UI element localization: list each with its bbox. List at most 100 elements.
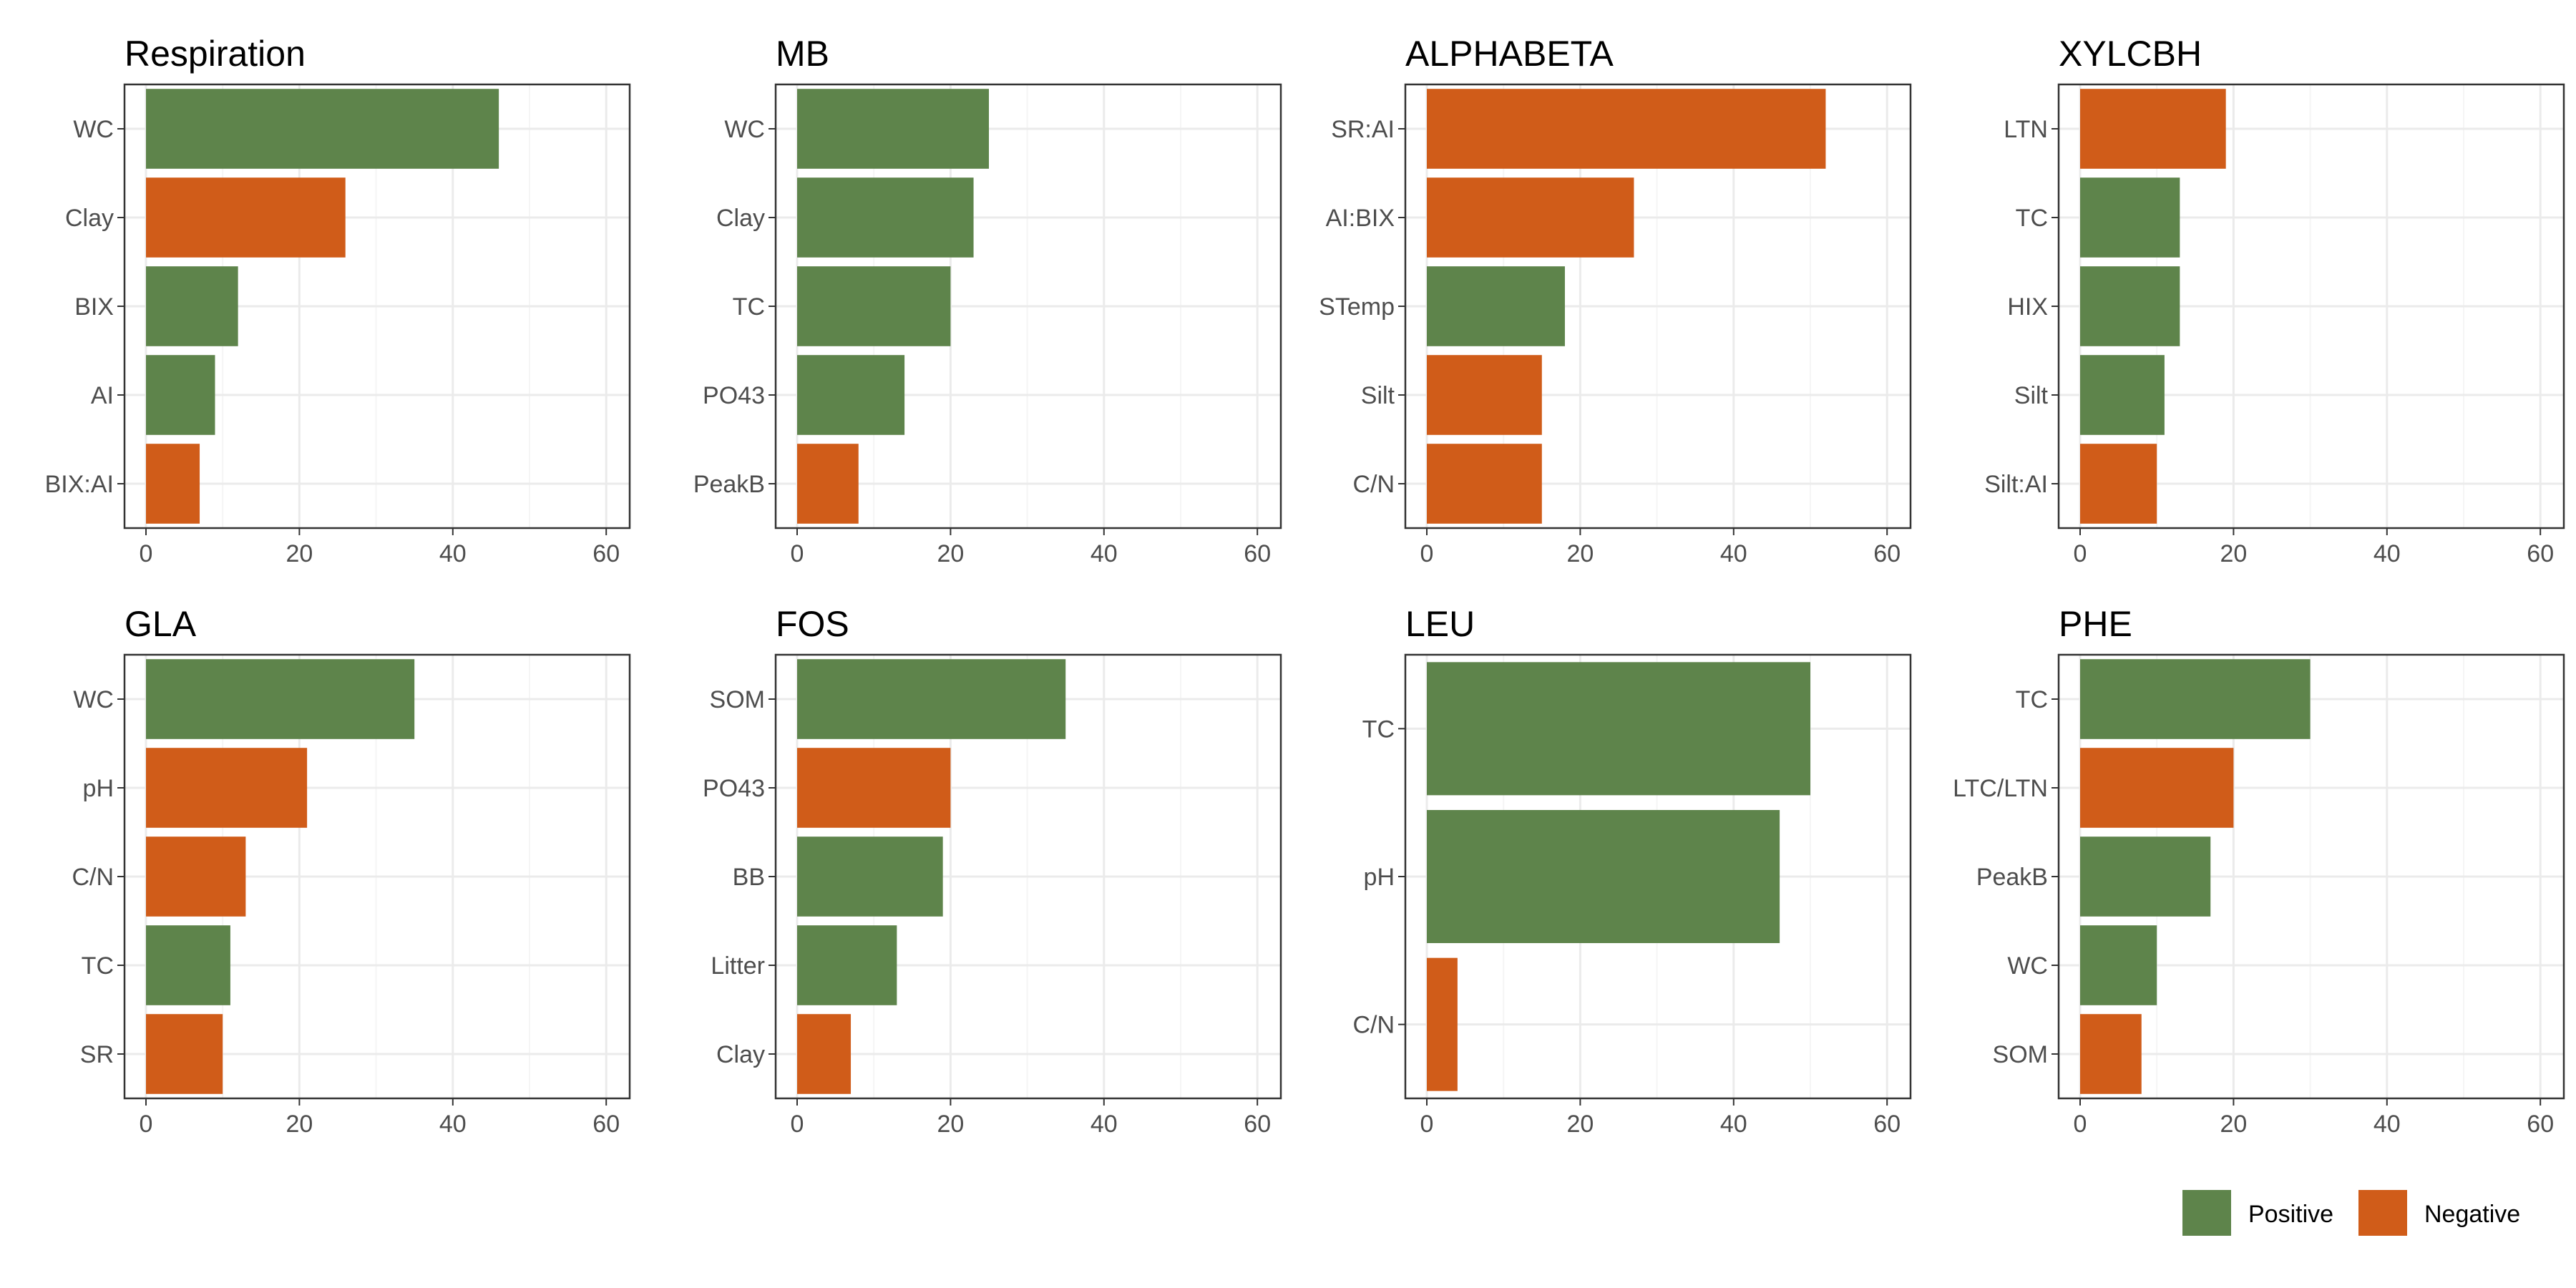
x-tick-label: 40 (1720, 1111, 1747, 1138)
y-tick-label: SOM (1993, 1041, 2048, 1068)
x-tick-label: 40 (1720, 540, 1747, 567)
bar (797, 266, 951, 346)
panel-title: PHE (2059, 604, 2132, 644)
y-tick-label: PO43 (703, 775, 765, 802)
panel-title: LEU (1405, 604, 1475, 644)
panel-border (2057, 653, 2565, 1100)
x-tick-label: 40 (1091, 540, 1118, 567)
bar (1427, 89, 1826, 169)
x-tick-label: 60 (1873, 540, 1901, 567)
bar (2080, 89, 2226, 169)
panel-border (1404, 83, 1912, 530)
bar (146, 925, 230, 1005)
y-tick-label: WC (73, 686, 114, 713)
bar (797, 1014, 852, 1094)
x-tick-label: 60 (1873, 1111, 1901, 1138)
y-tick-label: BIX (74, 293, 114, 321)
bar (2080, 177, 2180, 258)
y-tick-label: TC (2016, 686, 2048, 713)
panel-border (123, 83, 631, 530)
bar (146, 355, 215, 435)
bar (797, 748, 951, 828)
y-tick-label: BB (733, 864, 765, 891)
y-tick-label: STemp (1319, 293, 1395, 321)
panel-border (1404, 653, 1912, 1100)
panel-xylcbh: LTN TC HIX Silt Silt:AI 0 20 40 60 XYLCBH (1984, 34, 2565, 567)
bar (2080, 444, 2157, 524)
x-tick-label: 0 (1420, 540, 1434, 567)
bar (797, 925, 897, 1005)
bar (146, 1014, 223, 1094)
bar (1427, 355, 1542, 435)
panel-alphabeta: SR:AI AI:BIX STemp Silt C/N 0 20 40 60 ALPHABETA (1319, 34, 1912, 567)
y-tick-label: Silt (2014, 382, 2049, 409)
y-tick-label: C/N (72, 864, 114, 891)
y-tick-label: pH (1364, 864, 1395, 891)
bar (146, 659, 415, 739)
panel-border (774, 83, 1282, 530)
y-tick-label: SOM (710, 686, 765, 713)
bar (797, 355, 905, 435)
panel-phe: TC LTC/LTN PeakB WC SOM 0 20 40 60 PHE (1953, 604, 2565, 1138)
y-tick-label: WC (2007, 952, 2048, 980)
x-tick-label: 0 (140, 1111, 153, 1138)
bar (797, 177, 974, 258)
y-tick-label: Silt (1361, 382, 1395, 409)
x-tick-label: 60 (1244, 540, 1271, 567)
legend-label-negative: Negative (2424, 1201, 2520, 1228)
y-tick-label: SR (80, 1041, 114, 1068)
panel-title: GLA (125, 604, 197, 644)
bar (146, 748, 308, 828)
y-tick-label: SR:AI (1331, 116, 1395, 143)
y-tick-label: TC (1362, 716, 1395, 743)
bar (2080, 659, 2311, 739)
bar (797, 89, 989, 169)
bar (797, 836, 943, 917)
bar (1427, 957, 1458, 1091)
legend-key-positive (2182, 1190, 2231, 1236)
x-tick-label: 60 (592, 540, 620, 567)
panel-border (123, 653, 631, 1100)
panel-border (2057, 83, 2565, 530)
bar (2080, 355, 2165, 435)
x-tick-label: 0 (2074, 1111, 2087, 1138)
y-tick-label: TC (82, 952, 114, 980)
x-tick-label: 20 (2220, 540, 2247, 567)
panel-title: ALPHABETA (1405, 34, 1614, 74)
x-tick-label: 40 (439, 540, 467, 567)
panel-title: MB (776, 34, 829, 74)
y-tick-label: pH (83, 775, 114, 802)
x-tick-label: 0 (2074, 540, 2087, 567)
bar (1427, 810, 1780, 943)
x-tick-label: 20 (286, 540, 313, 567)
y-tick-label: PeakB (693, 471, 765, 498)
y-tick-label: Litter (711, 952, 765, 980)
panel-gla: WC pH C/N TC SR 0 20 40 60 GLA (72, 604, 631, 1138)
y-tick-label: BIX:AI (45, 471, 114, 498)
x-tick-label: 0 (1420, 1111, 1434, 1138)
x-tick-label: 20 (937, 540, 964, 567)
x-tick-label: 20 (2220, 1111, 2247, 1138)
y-tick-label: LTC/LTN (1953, 775, 2048, 802)
x-tick-label: 40 (2373, 1111, 2401, 1138)
panel-title: FOS (776, 604, 849, 644)
x-tick-label: 20 (1566, 1111, 1594, 1138)
x-tick-label: 20 (286, 1111, 313, 1138)
y-tick-label: PeakB (1976, 864, 2048, 891)
x-tick-label: 60 (592, 1111, 620, 1138)
bar (1427, 444, 1542, 524)
bar (146, 177, 346, 258)
bar (2080, 1014, 2142, 1094)
bar (146, 266, 238, 346)
x-tick-label: 0 (140, 540, 153, 567)
x-tick-label: 60 (2527, 1111, 2554, 1138)
panel-border (774, 653, 1282, 1100)
y-tick-label: Clay (716, 1041, 765, 1068)
x-tick-label: 40 (2373, 540, 2401, 567)
bar (2080, 925, 2157, 1005)
bar (146, 444, 200, 524)
panel-title: Respiration (125, 34, 306, 74)
legend: Positive Negative (2182, 1190, 2520, 1236)
x-tick-label: 0 (791, 540, 804, 567)
